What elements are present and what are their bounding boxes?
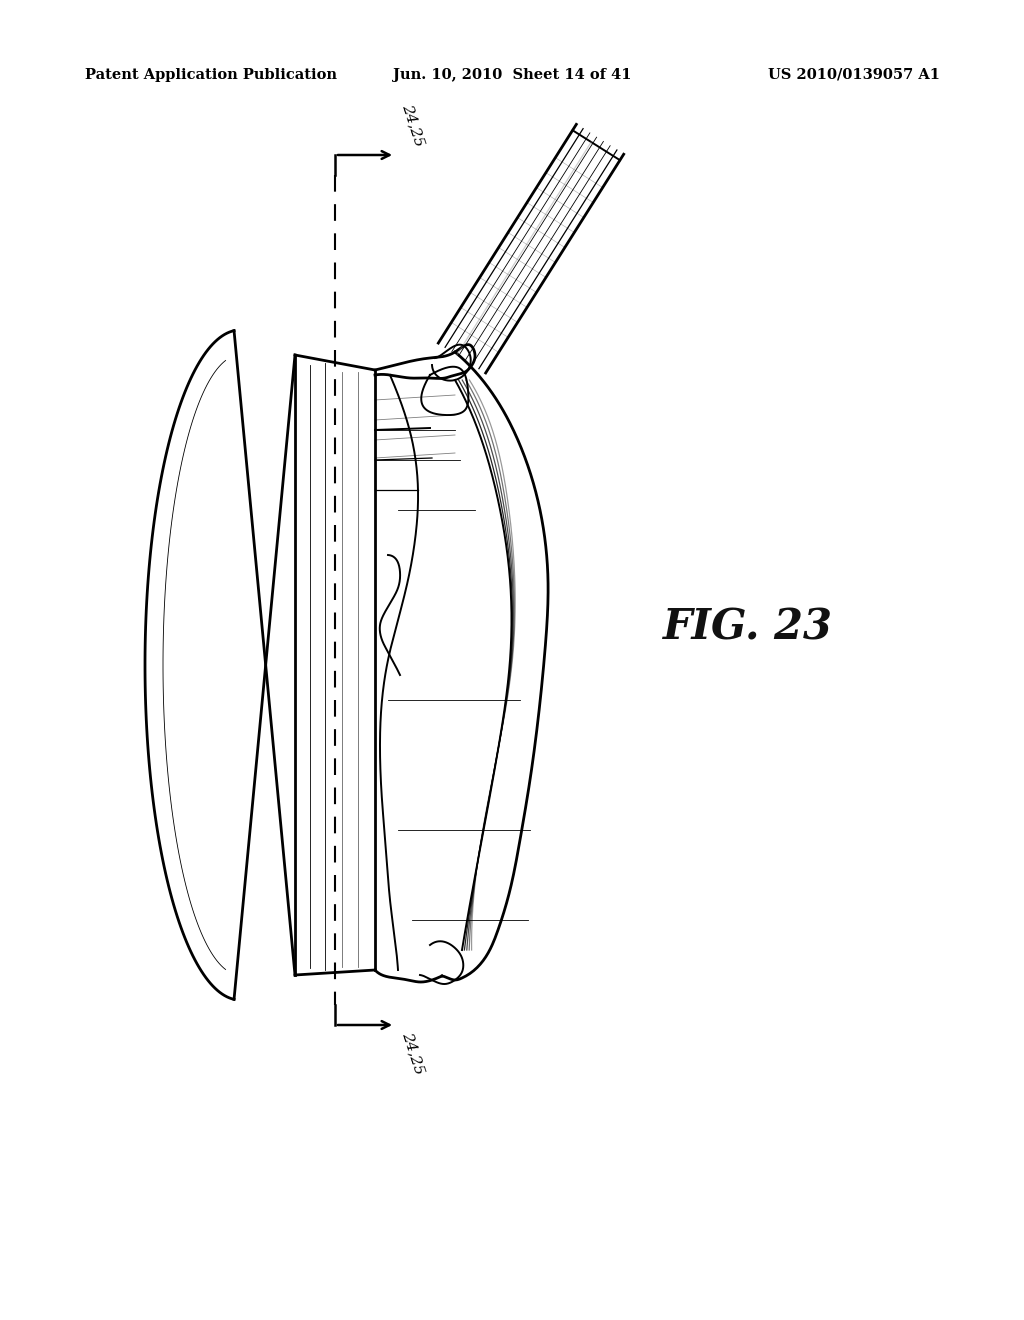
Text: Jun. 10, 2010  Sheet 14 of 41: Jun. 10, 2010 Sheet 14 of 41 <box>393 69 631 82</box>
Text: 24,25: 24,25 <box>400 1030 427 1076</box>
Text: 24,25: 24,25 <box>400 102 427 148</box>
Text: FIG. 23: FIG. 23 <box>663 606 833 648</box>
Text: US 2010/0139057 A1: US 2010/0139057 A1 <box>768 69 940 82</box>
Text: Patent Application Publication: Patent Application Publication <box>85 69 337 82</box>
